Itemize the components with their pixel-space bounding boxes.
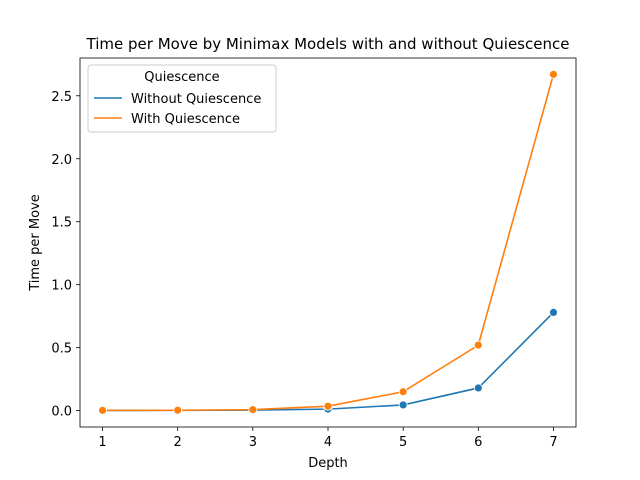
legend-box — [87, 64, 277, 133]
data-point-with-quiescence — [98, 405, 107, 415]
y-tick-label: 0.5 — [51, 342, 72, 357]
series-layer — [98, 69, 558, 415]
x-tick-label: 4 — [324, 435, 332, 450]
chart-title: Time per Move by Minimax Models with and… — [86, 35, 570, 53]
x-tick-label: 7 — [549, 435, 557, 450]
data-point-with-quiescence — [248, 405, 258, 415]
y-tick-label: 0.0 — [51, 405, 72, 420]
data-point-with-quiescence — [549, 69, 558, 79]
y-tick-label: 2.5 — [51, 90, 72, 105]
data-point-without-quiescence — [398, 400, 408, 410]
x-tick-label: 1 — [98, 435, 106, 450]
x-tick-label: 3 — [249, 435, 257, 450]
x-axis-label: Depth — [308, 456, 348, 471]
legend: Quiescence Without Quiescence With Quies… — [87, 64, 277, 133]
y-tick-label: 1.5 — [51, 216, 72, 231]
y-tick-label: 1.0 — [51, 279, 72, 294]
data-point-with-quiescence — [323, 401, 333, 411]
legend-title: Quiescence — [144, 70, 219, 85]
x-tick-label: 2 — [174, 435, 182, 450]
data-point-without-quiescence — [473, 383, 483, 393]
x-axis: 1 2 3 4 5 6 7 — [98, 427, 558, 450]
y-axis: 0.0 0.5 1.0 1.5 2.0 2.5 — [51, 90, 80, 420]
legend-label-with-quiescence: With Quiescence — [131, 112, 240, 127]
data-point-without-quiescence — [549, 307, 558, 317]
series-line-without-quiescence — [102, 311, 555, 412]
data-point-with-quiescence — [173, 405, 183, 415]
data-point-with-quiescence — [473, 340, 483, 350]
data-point-with-quiescence — [398, 387, 408, 397]
x-tick-label: 6 — [474, 435, 482, 450]
y-axis-label: Time per Move — [28, 194, 43, 292]
y-tick-label: 2.0 — [51, 153, 72, 168]
legend-label-without-quiescence: Without Quiescence — [131, 92, 261, 107]
x-tick-label: 5 — [399, 435, 407, 450]
